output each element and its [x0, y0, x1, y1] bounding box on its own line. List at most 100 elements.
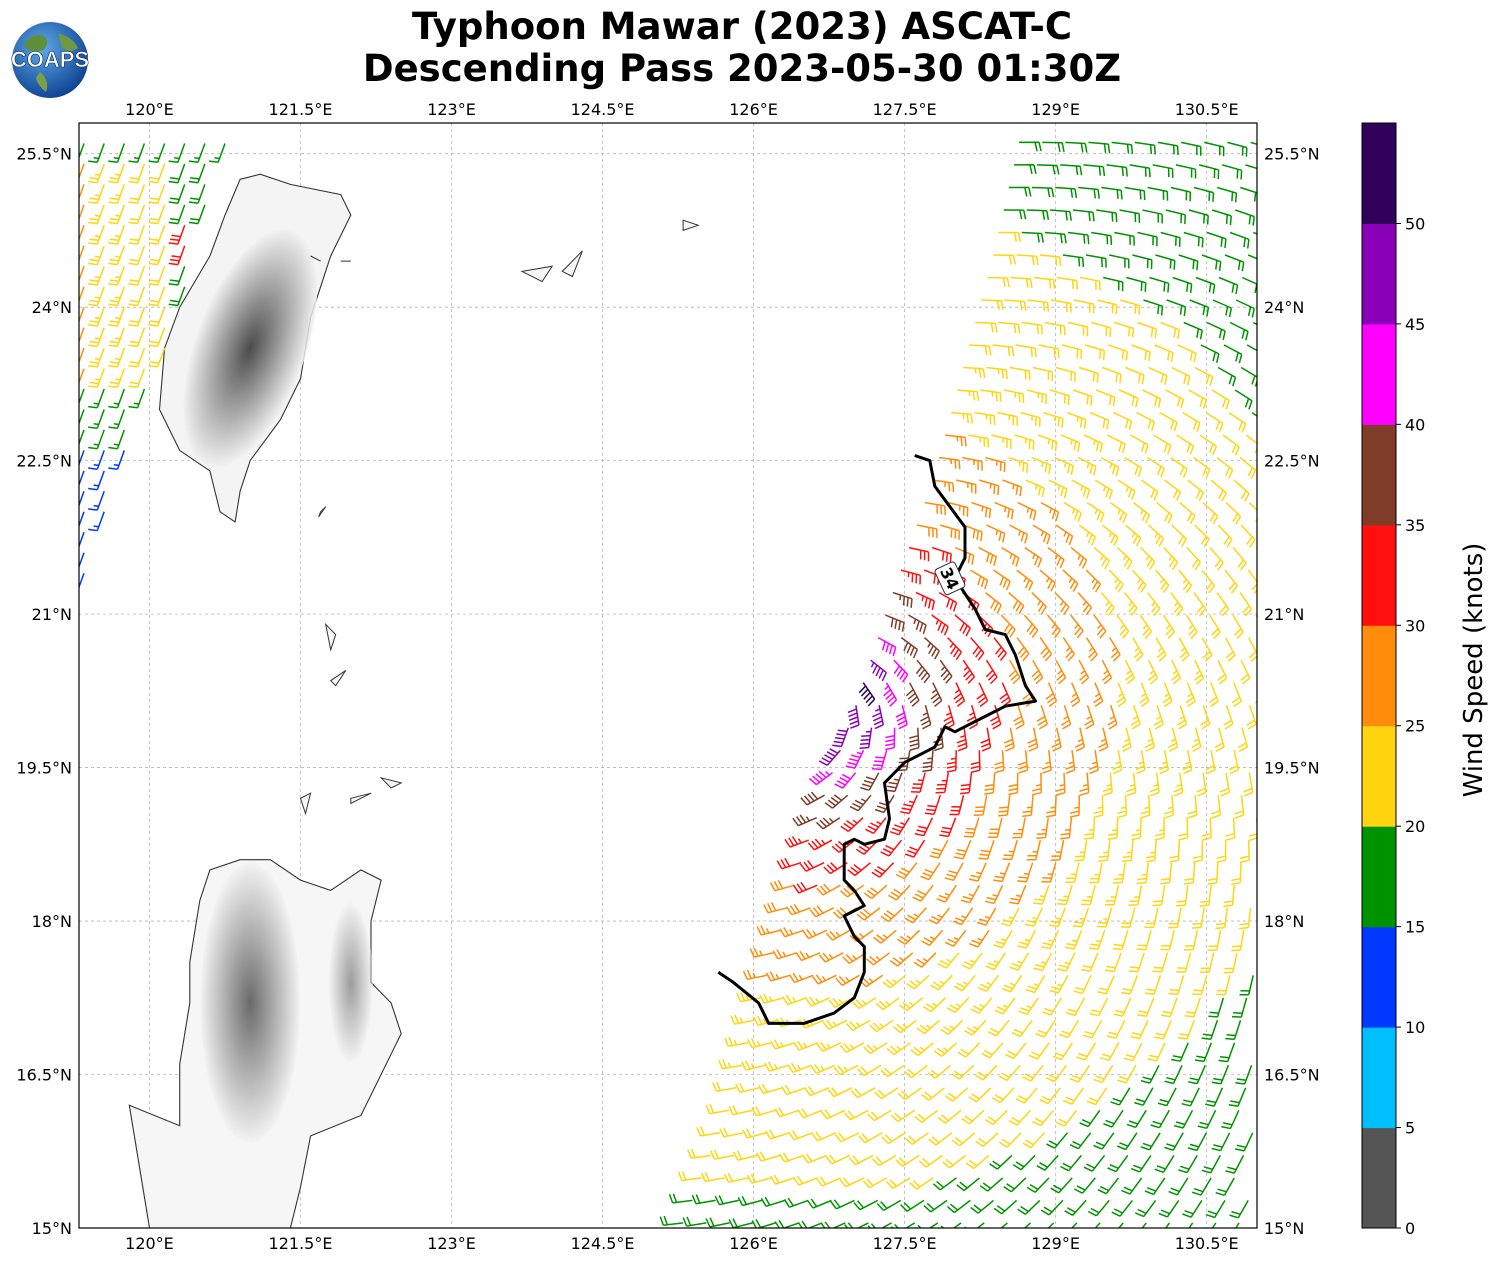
wind-barb: [1223, 885, 1235, 908]
wind-barb: [1224, 254, 1245, 272]
wind-barb: [1096, 907, 1113, 928]
wind-barb: [1116, 547, 1133, 570]
wind-barb: [1039, 254, 1062, 267]
wind-barb: [847, 862, 871, 877]
wind-barb: [1140, 547, 1156, 570]
wind-barb: [1013, 164, 1037, 174]
wind-barb: [834, 1132, 860, 1143]
wind-barb: [1120, 907, 1136, 928]
wind-barb: [1178, 254, 1199, 271]
wind-barb: [1033, 952, 1053, 972]
wind-barb: [1160, 321, 1181, 340]
wind-barb: [79, 245, 85, 262]
wind-barb: [1225, 502, 1242, 525]
wind-barb: [1069, 795, 1081, 818]
wind-barb: [932, 1177, 957, 1191]
wind-barb: [1109, 254, 1130, 269]
wind-barb: [168, 265, 186, 286]
wind-barb: [968, 434, 990, 448]
wind-barb: [951, 1064, 975, 1080]
wind-barb: [1142, 209, 1163, 224]
wind-barb: [1062, 254, 1085, 268]
wind-barb: [79, 450, 85, 467]
lat-tick-label-right: 19.5°N: [1264, 759, 1320, 778]
wind-barb: [1045, 795, 1057, 818]
wind-barb: [1012, 1154, 1036, 1171]
wind-barb: [1223, 952, 1238, 974]
graticule: [79, 123, 1257, 1228]
wind-barb: [1008, 186, 1032, 197]
wind-barb: [1065, 997, 1086, 1017]
wind-barb: [1180, 141, 1202, 156]
wind-barb: [1250, 141, 1257, 146]
wind-barb: [1008, 592, 1025, 615]
wind-barb: [811, 1131, 837, 1142]
wind-barb: [793, 1040, 818, 1051]
wind-barb: [1116, 1064, 1137, 1084]
wind-barb: [128, 388, 146, 409]
wind-barb: [1001, 546, 1020, 567]
wind-barb: [1067, 321, 1089, 337]
wind-barb: [1139, 614, 1153, 639]
wind-barb: [931, 546, 952, 564]
wind-barb: [1044, 321, 1066, 336]
lon-tick-label-top: 126°E: [729, 100, 778, 119]
wind-barb: [1176, 434, 1195, 455]
wind-barb: [1126, 772, 1137, 797]
wind-barb: [914, 1222, 939, 1228]
wind-barb: [1199, 952, 1215, 973]
wind-barb: [1064, 1199, 1087, 1216]
wind-barb: [865, 817, 887, 834]
wind-barb: [79, 184, 85, 201]
wind-barb: [1112, 930, 1129, 951]
wind-barb: [1150, 1109, 1170, 1129]
wind-barb: [1181, 1087, 1200, 1107]
wind-barb: [1010, 276, 1033, 289]
wind-barb: [1158, 1199, 1180, 1218]
wind-barb: [1140, 1064, 1160, 1084]
wind-barb: [961, 1109, 985, 1125]
wind-barb: [1163, 547, 1179, 571]
wind-barb: [987, 1019, 1010, 1037]
lat-tick-label-right: 18°N: [1264, 912, 1304, 931]
wind-barb: [1109, 501, 1128, 523]
wind-barb: [976, 907, 997, 926]
wind-barb: [954, 614, 971, 637]
wind-barb: [1027, 727, 1039, 752]
wind-barb: [1074, 727, 1086, 752]
wind-barb: [1100, 592, 1115, 616]
wind-barb: [946, 997, 970, 1014]
wind-barb: [1212, 299, 1233, 318]
wind-barb: [1022, 1064, 1044, 1082]
wind-barb: [1024, 907, 1043, 927]
wind-barb: [802, 928, 828, 940]
wind-barb: [1015, 344, 1037, 358]
wind-barb: [148, 265, 166, 286]
wind-barb: [994, 997, 1016, 1015]
wind-barb: [1193, 456, 1211, 479]
wind-barb: [1097, 1177, 1120, 1195]
wind-barb: [944, 929, 967, 947]
wind-barb: [736, 992, 761, 1003]
wind-barb: [916, 524, 938, 539]
wind-barb: [1170, 456, 1188, 478]
wind-barb: [1089, 862, 1103, 884]
wind-barb: [858, 1132, 883, 1144]
wind-barb: [979, 479, 1000, 496]
wind-barb: [987, 276, 1010, 288]
wind-barb: [931, 614, 949, 636]
wind-barb: [88, 450, 105, 470]
wind-barb: [1174, 1109, 1194, 1129]
wind-barb: [1162, 682, 1173, 708]
wind-barb: [1065, 862, 1080, 883]
wind-barb: [1239, 457, 1257, 479]
wind-barb: [79, 572, 85, 590]
lat-tick-label-right: 25.5°N: [1264, 145, 1320, 164]
wind-barb: [1147, 456, 1166, 478]
wind-barb: [1104, 952, 1122, 973]
wind-barb: [828, 997, 854, 1008]
wind-barb: [1217, 524, 1233, 548]
colorbar-tick-label: 45: [1405, 315, 1425, 334]
wind-barb: [1176, 952, 1192, 973]
wind-barb: [1036, 1154, 1059, 1171]
